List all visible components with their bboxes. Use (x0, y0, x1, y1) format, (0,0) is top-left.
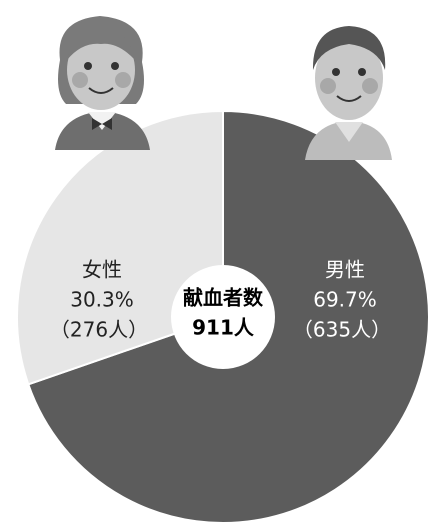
center-hole (171, 265, 275, 369)
center-title: 献血者数 (183, 286, 264, 310)
slice-category: 女性 (82, 258, 122, 282)
man-icon (305, 26, 392, 160)
center-label: 911人 (192, 316, 255, 340)
slice-count: （635人） (293, 318, 391, 342)
woman-icon (55, 16, 150, 150)
slice-category: 男性 (325, 258, 365, 282)
slice-percent: 30.3% (70, 288, 134, 312)
slice-count: （276人） (50, 318, 148, 342)
slice-percent: 69.7% (313, 288, 377, 312)
